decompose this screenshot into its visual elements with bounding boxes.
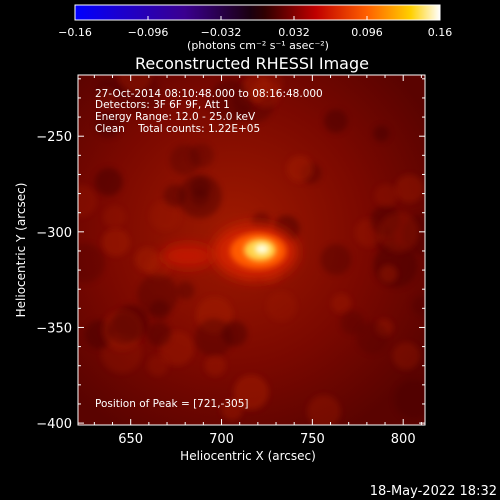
mottle-blob — [149, 200, 181, 231]
info-time-range: 27-Oct-2014 08:10:48.000 to 08:16:48.000 — [95, 88, 323, 100]
info-peak-position: Position of Peak = [721,-305] — [95, 398, 249, 410]
mottle-blob — [340, 310, 365, 335]
info-clean-counts: Clean Total counts: 1.22E+05 — [95, 123, 260, 135]
plot-frame — [77, 74, 426, 426]
mottle-blob — [379, 264, 398, 284]
y-axis-tick-labels: −250 −300 −350 −400 — [36, 130, 72, 432]
x-tick-label: 650 — [118, 432, 143, 447]
mottle-blob — [266, 291, 297, 322]
mottle-blob — [178, 174, 222, 219]
mottle-blob — [102, 228, 130, 257]
mottle-blob — [96, 88, 118, 110]
info-block: 27-Oct-2014 08:10:48.000 to 08:16:48.000… — [95, 88, 323, 410]
mottle-blob — [146, 321, 172, 347]
image-area — [78, 75, 425, 425]
mottle-blob — [194, 318, 233, 357]
mottle-blob — [209, 79, 253, 124]
mottle-blob — [94, 111, 122, 138]
x-axis-label: Heliocentric X (arcsec) — [180, 449, 316, 463]
mottle-blob — [108, 312, 141, 345]
x-tick-label: 800 — [391, 432, 416, 447]
y-tick-label: −250 — [36, 130, 72, 145]
mottle-blob — [78, 243, 105, 283]
mottle-blob — [135, 247, 160, 273]
x-axis-tick-labels: 650 700 750 800 — [118, 432, 415, 447]
x-axis-ticks — [93, 75, 422, 425]
y-tick-label: −350 — [36, 321, 72, 336]
mottle-blob — [94, 167, 123, 196]
plot-title: Reconstructed RHESSI Image — [135, 54, 369, 73]
mottle-blob — [78, 184, 97, 218]
colorbar-tick-label: −0.16 — [58, 26, 92, 39]
mottle-blob — [147, 355, 169, 377]
colorbar-tick-label: 0.032 — [278, 26, 310, 39]
mottle-blob — [395, 174, 424, 203]
info-energy-range: Energy Range: 12.0 - 25.0 keV — [95, 111, 256, 123]
secondary-source — [162, 244, 214, 268]
mottle-blob — [251, 78, 280, 108]
colorbar-tick-labels: −0.16 −0.096 −0.032 0.032 0.096 0.16 — [58, 26, 452, 39]
y-axis-ticks — [78, 78, 425, 424]
info-detectors: Detectors: 3F 6F 9F, Att 1 — [95, 99, 230, 111]
mottle-blob — [118, 75, 152, 93]
colorbar-tick-label: 0.096 — [351, 26, 383, 39]
mottle-blob — [373, 125, 390, 142]
colorbar — [74, 4, 441, 21]
colorbar-unit-label: (photons cm⁻² s⁻¹ asec⁻²) — [187, 39, 329, 52]
mottle-blob — [103, 205, 126, 228]
x-tick-label: 750 — [300, 432, 325, 447]
y-axis-label: Heliocentric Y (arcsec) — [14, 183, 28, 318]
mottle-blob — [331, 293, 352, 314]
y-tick-label: −300 — [36, 226, 72, 241]
footer-timestamp: 18-May-2022 18:32 — [370, 484, 497, 499]
mottle-blob — [374, 184, 398, 208]
colorbar-ticks — [74, 16, 441, 20]
source-peak — [255, 244, 269, 254]
mottle-blob — [411, 295, 425, 316]
mottle-blob — [176, 281, 195, 300]
colorbar-tick-label: −0.032 — [201, 26, 242, 39]
mottle-blob — [169, 144, 201, 176]
mottle-blob — [286, 155, 313, 182]
y-tick-label: −400 — [36, 417, 72, 432]
colorbar-tick-label: −0.096 — [128, 26, 169, 39]
background-mottle — [78, 75, 425, 425]
mottle-blob — [356, 321, 389, 354]
mottle-blob — [204, 355, 226, 377]
mottle-blob — [307, 395, 341, 425]
mottle-blob — [221, 398, 243, 421]
colorbar-tick-label: 0.16 — [428, 26, 453, 39]
mottle-blob — [233, 374, 269, 410]
mottle-blob — [320, 244, 352, 275]
mottle-blob — [378, 212, 419, 253]
x-tick-label: 700 — [209, 432, 234, 447]
mottle-blob — [324, 109, 348, 133]
mottle-blob — [393, 379, 425, 420]
mottle-blob — [392, 342, 421, 370]
mottle-blob — [137, 274, 179, 316]
